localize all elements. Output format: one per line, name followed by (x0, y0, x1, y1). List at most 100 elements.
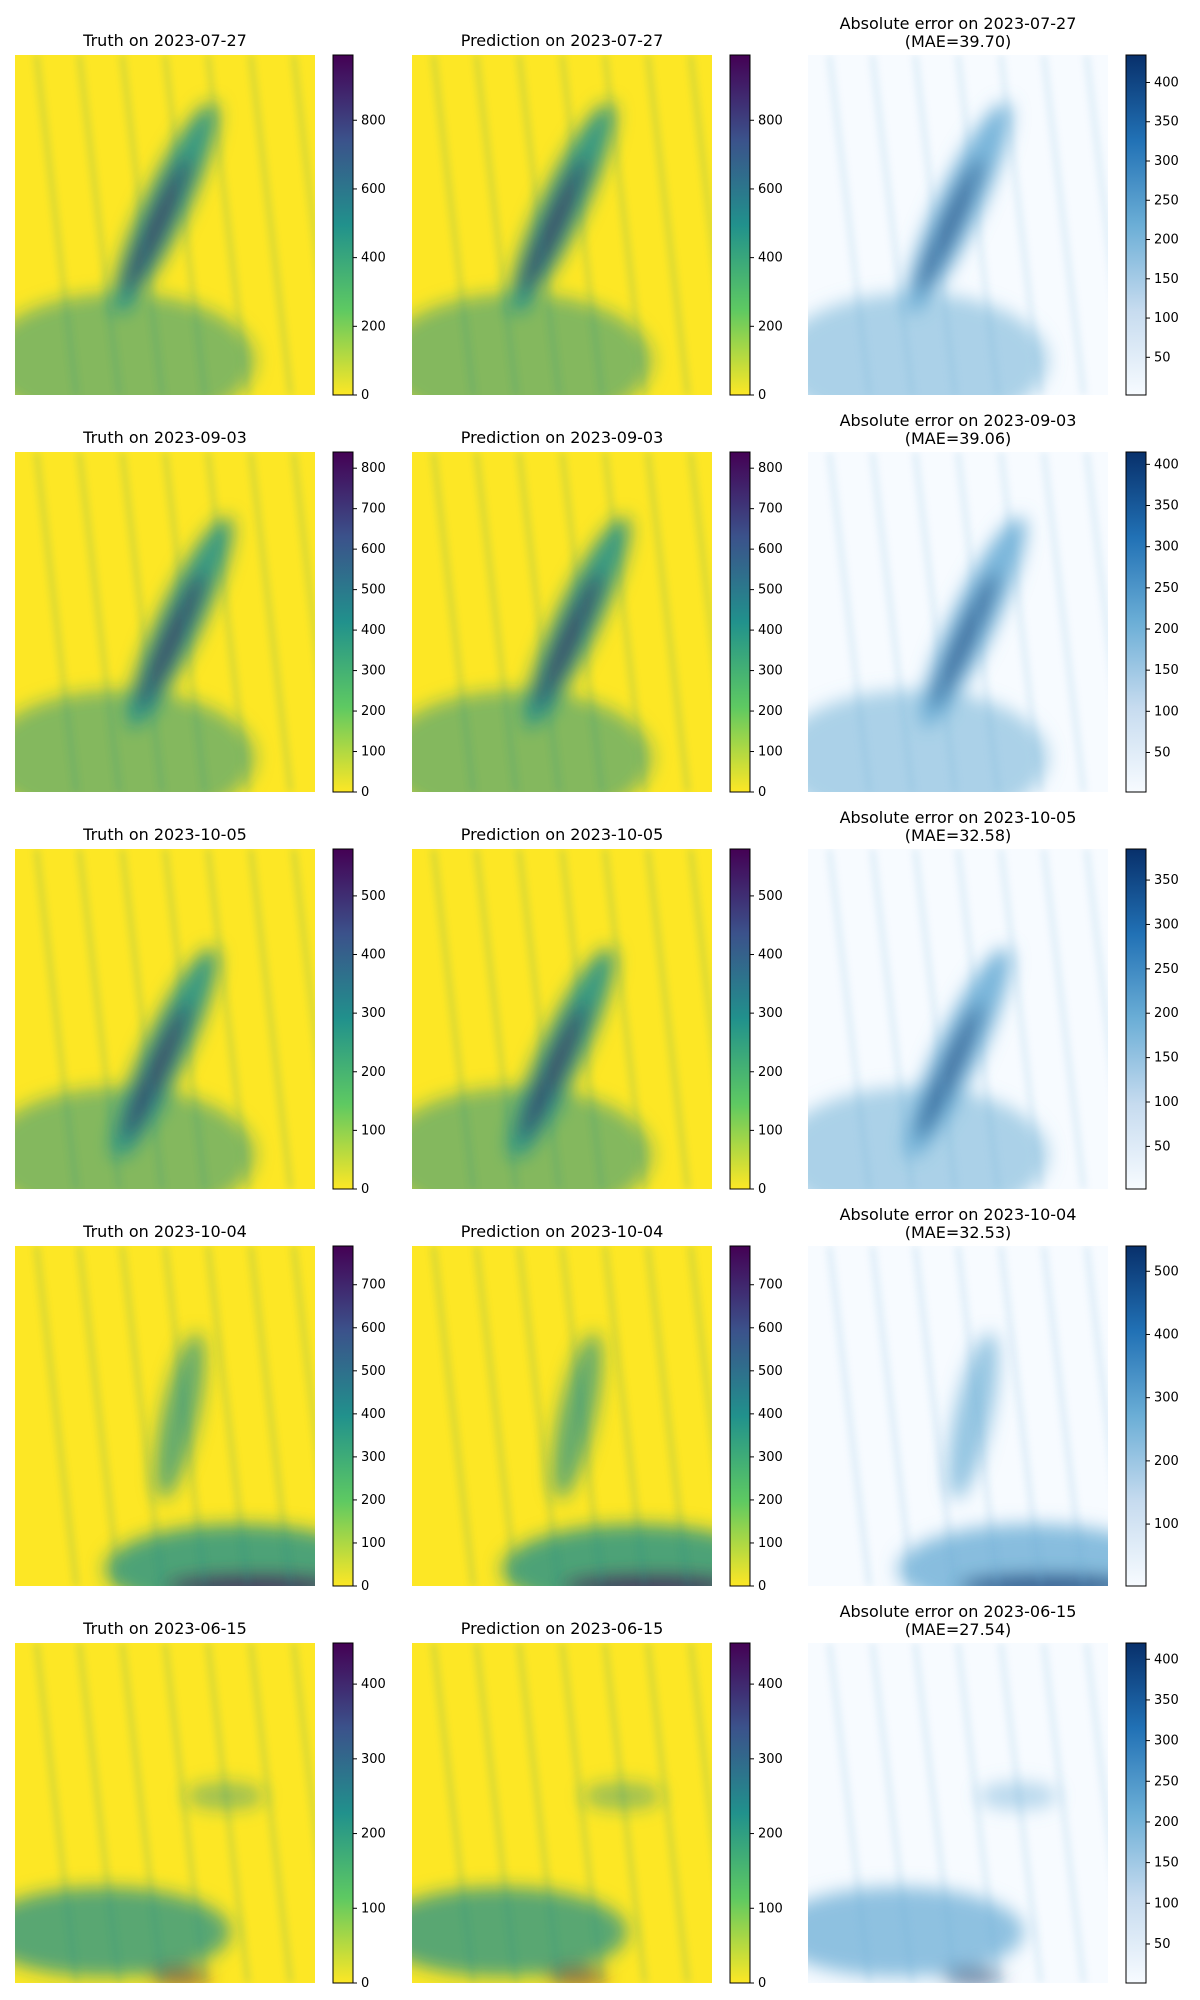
heatmap-panel: Prediction on 2023-10-04 0 100 200 300 400 500… (412, 1222, 783, 1594)
band-core (562, 1574, 712, 1586)
colorbar: 50 100 150 200 250 300 350 400 (1125, 1642, 1179, 1984)
panel-subtitle: (MAE=27.54) (905, 1620, 1012, 1639)
streak (206, 1246, 250, 1586)
streak (999, 849, 1043, 1189)
heatmap-panel: Truth on 2023-09-03 0 100 200 300 400 500 600 70… (15, 428, 386, 800)
streak (646, 1643, 690, 1983)
heatmap-image (15, 1246, 315, 1586)
panel-title: Prediction on 2023-10-04 (461, 1222, 664, 1241)
colorbar-tick-label: 250 (1154, 581, 1179, 596)
streak (206, 452, 250, 792)
streak (999, 452, 1043, 792)
band-core (165, 1574, 315, 1586)
streak (560, 452, 604, 792)
band-core (123, 1003, 190, 1140)
colorbar-tick-label: 0 (758, 1182, 766, 1197)
colorbar-tick-label: 600 (758, 1321, 783, 1336)
colorbar-tick-label: 100 (758, 1536, 783, 1551)
streak (999, 55, 1043, 395)
colorbar-tick-label: 150 (1154, 1856, 1179, 1871)
colorbar-tick-label: 500 (758, 889, 783, 904)
streak (1085, 1643, 1108, 1838)
colorbar-tick-label: 200 (361, 319, 386, 334)
colorbar-tick-label: 250 (1154, 193, 1179, 208)
colorbar-tick-label: 400 (361, 251, 386, 266)
colorbar-tick-label: 400 (1154, 1327, 1179, 1342)
streak (603, 55, 647, 395)
panel-title: Absolute error on 2023-10-04 (840, 1205, 1077, 1224)
streak (689, 1246, 712, 1441)
colorbar-tick-label: 500 (361, 889, 386, 904)
heatmap-panel: Prediction on 2023-09-03 0 100 200 300 400 500… (412, 428, 783, 800)
colorbar-tick-label: 400 (758, 1677, 783, 1692)
streak (913, 55, 957, 395)
streak (249, 849, 293, 1189)
colorbar-tick-label: 500 (758, 583, 783, 598)
field-region (412, 1887, 628, 1977)
panel-subtitle: (MAE=32.53) (905, 1223, 1012, 1242)
streak (163, 55, 207, 395)
heatmap-image (412, 55, 712, 395)
panel-title: Prediction on 2023-09-03 (461, 428, 664, 447)
streak (560, 849, 604, 1189)
panel-title: Absolute error on 2023-10-05 (840, 808, 1077, 827)
colorbar-tick-label: 400 (361, 623, 386, 638)
colorbar-tick-label: 500 (758, 1364, 783, 1379)
intense-band (552, 1332, 602, 1500)
streak (870, 1246, 914, 1586)
colorbar-tick-label: 400 (361, 948, 386, 963)
streak (249, 55, 293, 395)
colorbar-tick-label: 200 (1154, 233, 1179, 248)
streak (431, 849, 475, 1189)
streak (999, 1246, 1043, 1586)
streak (517, 1246, 561, 1586)
heatmap-image (15, 55, 315, 395)
streak (292, 55, 315, 250)
streak (249, 1246, 293, 1586)
streak (827, 849, 871, 1189)
colorbar-tick-label: 600 (361, 182, 386, 197)
colorbar-tick-label: 300 (758, 1450, 783, 1465)
panel-title: Prediction on 2023-07-27 (461, 31, 664, 50)
heatmap-panel: Truth on 2023-07-27 0 200 400 600 800 (15, 31, 386, 403)
colorbar-tick-label: 200 (758, 1827, 783, 1842)
streak (603, 1246, 647, 1586)
streak (34, 452, 78, 792)
field-region (808, 1887, 1024, 1977)
intense-band (948, 1332, 998, 1500)
colorbar-tick-label: 600 (758, 182, 783, 197)
streak (517, 1643, 561, 1983)
colorbar-tick-label: 100 (361, 1123, 386, 1138)
streak (292, 849, 315, 1044)
colorbar-tick-label: 800 (758, 461, 783, 476)
streak (913, 1246, 957, 1586)
streak (517, 452, 561, 792)
colorbar: 0 100 200 300 400 500 (729, 848, 783, 1197)
streak (120, 1246, 164, 1586)
streak (1042, 1643, 1086, 1983)
streak (431, 1246, 475, 1586)
streak (913, 849, 957, 1189)
streak (1042, 849, 1086, 1189)
heatmap-panel: Absolute error on 2023-09-03(MAE=39.06) 5… (808, 411, 1179, 793)
colorbar-tick-label: 300 (361, 1450, 386, 1465)
streak (517, 55, 561, 395)
colorbar-tick-label: 600 (758, 542, 783, 557)
colorbar-tick-label: 0 (361, 1579, 369, 1594)
colorbar-tick-label: 100 (1154, 1896, 1179, 1911)
colorbar-tick-label: 100 (1154, 704, 1179, 719)
streak (689, 849, 712, 1044)
streak (474, 55, 518, 395)
streak (206, 55, 250, 395)
colorbar-tick-label: 300 (1154, 1734, 1179, 1749)
colorbar-tick-label: 700 (758, 502, 783, 517)
heatmap-image (15, 1643, 315, 1983)
colorbar-tick-label: 300 (361, 664, 386, 679)
colorbar: 0 100 200 300 400 (332, 1642, 386, 1991)
colorbar: 0 200 400 600 800 (729, 54, 783, 403)
streak (646, 55, 690, 395)
heatmap-panel: Absolute error on 2023-10-04(MAE=32.53) 1… (808, 1205, 1179, 1587)
streak (870, 55, 914, 395)
streak (120, 55, 164, 395)
streak (474, 849, 518, 1189)
